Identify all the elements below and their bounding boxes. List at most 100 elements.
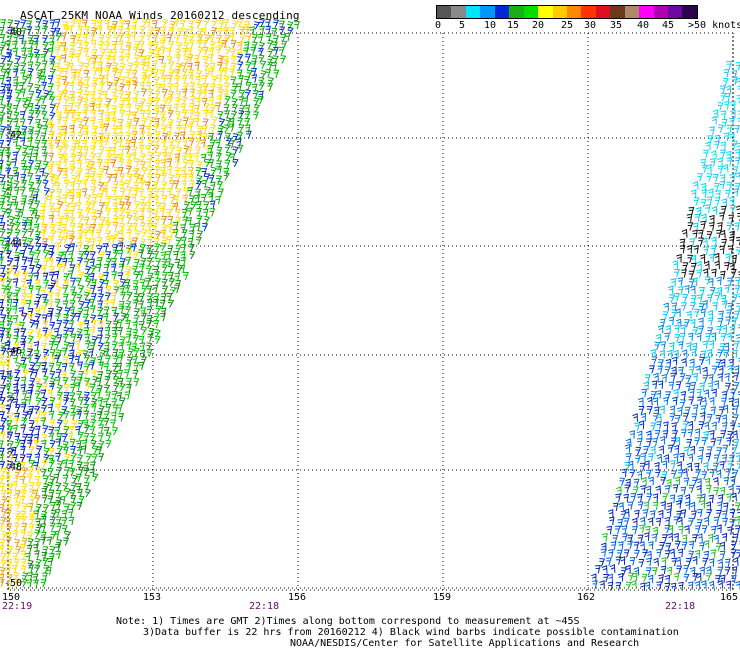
wind-barb xyxy=(160,229,167,238)
wind-barb xyxy=(90,152,97,162)
wind-barb xyxy=(688,206,695,216)
wind-barb xyxy=(12,454,18,463)
wind-barb xyxy=(75,188,82,198)
wind-barb xyxy=(42,424,49,434)
wind-barb xyxy=(103,306,110,315)
wind-barb xyxy=(133,187,140,196)
wind-barb xyxy=(138,188,145,197)
wind-barb xyxy=(251,74,258,83)
wind-barb xyxy=(55,82,62,91)
wind-barb xyxy=(172,221,179,231)
wind-barb xyxy=(174,272,181,282)
wind-barb xyxy=(117,166,124,176)
wind-barb xyxy=(681,228,688,238)
wind-barb xyxy=(230,110,238,120)
wind-barb xyxy=(43,187,51,196)
wind-barb xyxy=(39,209,46,219)
wind-barb xyxy=(706,196,713,205)
lon-label: 162 xyxy=(577,592,596,603)
wind-barb xyxy=(257,95,264,105)
wind-barb xyxy=(654,341,661,351)
wind-barb xyxy=(201,168,208,177)
wind-barb xyxy=(238,110,245,119)
wind-barb xyxy=(13,347,19,356)
wind-barb xyxy=(0,306,5,316)
wind-barb xyxy=(216,175,223,184)
wind-barb xyxy=(735,452,740,461)
wind-barb xyxy=(56,522,62,532)
wind-barb xyxy=(82,145,89,155)
wind-barb xyxy=(77,361,84,370)
time-label: 22:19 xyxy=(2,601,33,612)
lat-label: -40 xyxy=(4,27,23,38)
wind-barb xyxy=(6,209,13,218)
wind-barb xyxy=(153,298,159,308)
wind-barb xyxy=(6,419,13,429)
wind-barb xyxy=(97,54,104,64)
wind-barb xyxy=(55,490,62,499)
wind-barb xyxy=(82,228,89,238)
wind-barb xyxy=(196,131,203,140)
wind-barb xyxy=(679,452,685,462)
wind-barb xyxy=(54,427,61,436)
wind-barb xyxy=(70,369,77,379)
wind-barb xyxy=(8,174,15,184)
wind-barb xyxy=(686,213,693,223)
wind-barb xyxy=(118,158,125,167)
wind-barb xyxy=(146,193,154,203)
wind-barb xyxy=(1,244,8,254)
wind-barb xyxy=(5,405,12,414)
wind-barb xyxy=(176,41,183,51)
wind-barb xyxy=(632,413,638,422)
wind-barb xyxy=(252,33,259,43)
wind-barb xyxy=(69,299,76,309)
wind-barb xyxy=(138,175,144,184)
wind-barb xyxy=(194,194,201,203)
wind-barb xyxy=(55,482,62,491)
wind-barb xyxy=(737,293,740,298)
wind-barb xyxy=(81,439,88,448)
wind-barb xyxy=(208,34,215,43)
wind-barb xyxy=(28,285,34,294)
wind-barb xyxy=(0,89,6,98)
wind-barb xyxy=(169,20,176,30)
wind-barb xyxy=(675,415,681,424)
wind-barb xyxy=(733,372,739,381)
wind-barb xyxy=(236,83,243,92)
wind-barb xyxy=(111,390,118,400)
wind-barb xyxy=(691,342,698,352)
wind-barb xyxy=(12,481,18,490)
wind-barb xyxy=(41,494,48,503)
wind-barb xyxy=(683,477,690,486)
wind-barb xyxy=(154,90,161,99)
wind-barb xyxy=(705,484,712,494)
wind-barb xyxy=(166,293,173,302)
wind-barb xyxy=(698,229,704,239)
wind-barb xyxy=(696,484,702,494)
wind-barb xyxy=(141,117,148,127)
legend-label: 35 xyxy=(610,20,623,31)
legend-swatch xyxy=(566,6,582,18)
wind-barb xyxy=(714,197,721,206)
wind-barb xyxy=(83,104,90,113)
wind-barb xyxy=(76,76,84,86)
wind-barb xyxy=(687,420,694,430)
wind-barb xyxy=(4,146,11,156)
wind-barb xyxy=(735,236,740,246)
wind-barb xyxy=(180,166,187,176)
wind-barb xyxy=(105,391,111,400)
wind-barb xyxy=(692,534,698,543)
wind-barb xyxy=(140,257,147,266)
wind-barb xyxy=(700,493,706,503)
wind-barb xyxy=(603,574,609,583)
wind-barb xyxy=(40,305,47,314)
wind-barb xyxy=(49,104,56,113)
wind-barb xyxy=(27,293,34,302)
wind-barb xyxy=(34,165,41,175)
wind-barb xyxy=(76,501,83,511)
wind-barb xyxy=(74,53,81,62)
wind-barb xyxy=(694,580,701,590)
wind-barb xyxy=(139,342,146,351)
wind-barb xyxy=(7,32,14,42)
wind-barb xyxy=(63,314,70,323)
